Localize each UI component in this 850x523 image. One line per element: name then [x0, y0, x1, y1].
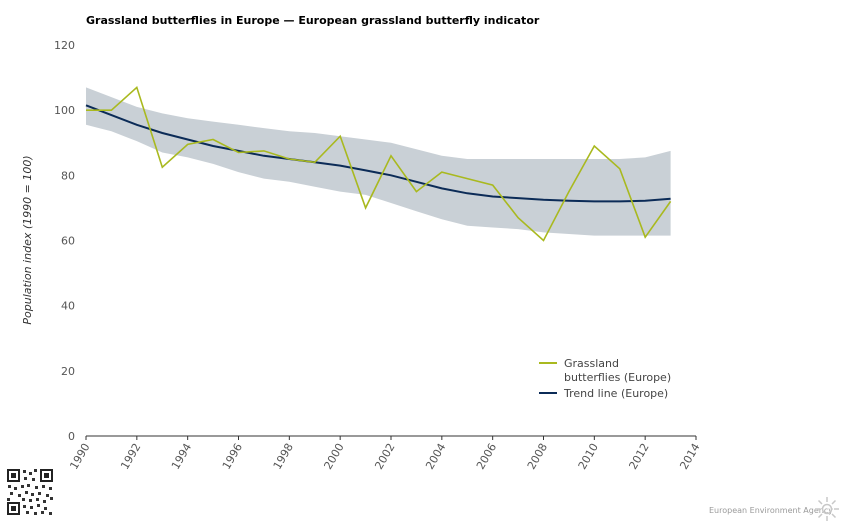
y-tick-label: 20	[61, 365, 75, 378]
y-tick-label: 0	[68, 430, 75, 443]
legend: Grassland butterflies (Europe) Trend lin…	[539, 357, 671, 400]
y-axis: 0 20 40 60 80 100 120	[54, 39, 75, 443]
trend-line	[85, 104, 671, 203]
x-axis: 1990 1992 1994 1996 1998 2000 2002 2004 2006 2008…	[67, 435, 703, 472]
x-tick-label: 2010	[576, 441, 601, 472]
x-tick-label: 2014	[677, 441, 702, 472]
x-tick-label: 2006	[474, 441, 499, 472]
butterflies-line	[86, 85, 672, 242]
y-tick-label: 100	[54, 104, 75, 117]
legend-label-butterflies-line2: butterflies (Europe)	[564, 371, 671, 384]
eea-logo-icon	[815, 497, 839, 521]
qr-code-icon	[6, 468, 54, 516]
x-tick-label: 2008	[525, 441, 550, 472]
y-axis-label: Population index (1990 = 100)	[21, 155, 34, 324]
x-tick-label: 1990	[67, 441, 92, 472]
legend-label-trend: Trend line (Europe)	[563, 387, 668, 400]
x-tick-label: 2000	[322, 441, 347, 472]
x-tick-label: 1992	[118, 441, 143, 472]
x-tick-label: 1994	[169, 441, 194, 472]
x-tick-label: 1998	[271, 441, 296, 472]
y-tick-label: 80	[61, 169, 75, 182]
y-tick-label: 40	[61, 300, 75, 313]
x-tick-label: 2002	[372, 441, 397, 472]
agency-name: European Environment Agency	[709, 506, 833, 515]
y-tick-label: 120	[54, 39, 75, 52]
y-tick-label: 60	[61, 235, 75, 248]
x-tick-label: 1996	[220, 441, 245, 472]
chart-title: Grassland butterflies in Europe — Europe…	[86, 14, 540, 27]
legend-label-butterflies-line1: Grassland	[564, 357, 619, 370]
x-tick-label: 2004	[423, 441, 448, 472]
x-tick-label: 2012	[627, 441, 652, 472]
confidence-band	[86, 87, 671, 236]
